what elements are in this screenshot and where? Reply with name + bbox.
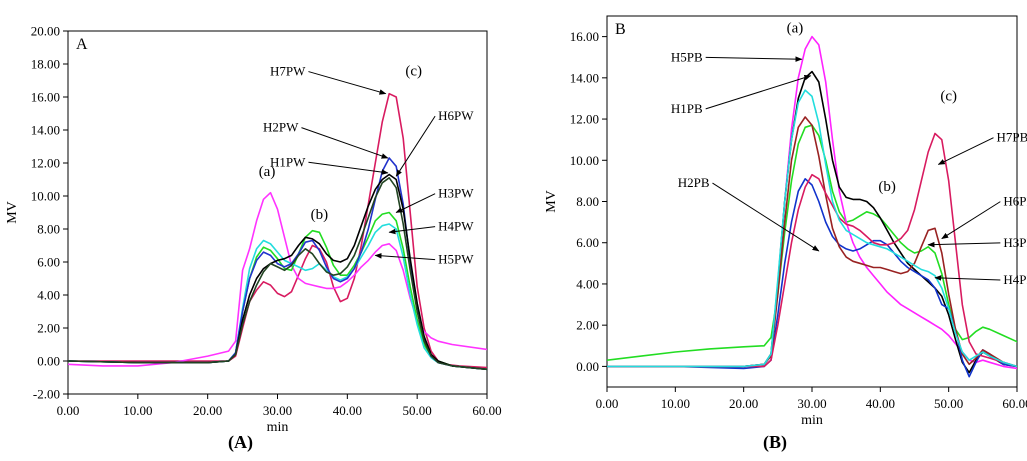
annotation-arrow [941,201,1001,240]
y-tick-label: 10.00 [570,153,599,168]
y-tick-label: 18.00 [31,57,60,72]
x-tick-label: 10.00 [123,403,152,418]
series-line-h7pw [68,92,487,369]
y-tick-label: 2.00 [37,321,60,336]
peak-label-c: (c) [940,89,957,105]
y-tick-label: 2.00 [576,318,599,333]
annotation-arrow [388,226,436,235]
x-axis-label: min [801,413,823,428]
x-tick-label: 40.00 [333,403,362,418]
x-tick-label: 10.00 [661,396,690,411]
x-tick-label: 20.00 [193,403,222,418]
y-axis-label: MV [5,201,20,224]
y-tick-label: 6.00 [37,255,60,270]
panel-label: B [615,21,626,38]
x-tick-label: 20.00 [729,396,758,411]
x-tick-label: 60.00 [472,403,501,418]
series-line-h4pw [68,223,487,371]
y-tick-label: 16.00 [570,29,599,44]
x-tick-label: 0.00 [596,396,619,411]
annotation-h6pw: H6PW [438,108,474,123]
y-tick-label: 10.00 [31,189,60,204]
series-line-h2pb [607,178,1017,378]
y-axis-label: MV [544,190,559,213]
y-tick-label: 16.00 [31,90,60,105]
caption-a: (A) [228,432,253,452]
annotation-h7pb: H7PB [997,130,1027,145]
y-tick-label: 14.00 [31,123,60,138]
x-tick-label: 30.00 [263,403,292,418]
annotation-arrow [308,161,389,175]
y-tick-label: 12.00 [31,156,60,171]
peak-label-b: (b) [311,207,329,223]
series-line-h7pb [607,132,1017,368]
x-tick-label: 40.00 [866,396,895,411]
annotation-h2pb: H2PB [678,175,710,190]
x-tick-label: 60.00 [1002,396,1027,411]
y-tick-label: 4.00 [576,276,599,291]
y-tick-label: 14.00 [570,70,599,85]
annotation-h3pw: H3PW [438,186,474,201]
x-axis-label: min [267,420,289,435]
annotation-arrow [395,193,436,213]
y-tick-label: 4.00 [37,288,60,303]
annotation-arrow [308,71,387,95]
panel-label: A [76,36,88,53]
annotation-arrow [712,182,820,252]
peak-label-c: (c) [405,64,422,80]
x-tick-label: 30.00 [797,396,826,411]
y-tick-label: 0.00 [576,359,599,374]
series-line-h5pw [68,191,487,367]
annotation-arrow [927,241,1001,248]
annotation-h4pw: H4PW [438,219,474,234]
series-line-h4pb [607,89,1017,368]
annotation-h7pw: H7PW [270,64,306,79]
series-line-h6pw [68,177,487,371]
y-tick-label: -2.00 [33,387,60,402]
y-tick-label: 6.00 [576,235,599,250]
y-tick-label: 8.00 [37,222,60,237]
y-tick-label: 0.00 [37,354,60,369]
peak-label-a: (a) [787,20,804,36]
chart-panel-b: 0.00 10.00 20.00 30.00 40.00 50.00 60.00 0.00 2.… [544,15,1027,428]
annotation-h3pb: H3PB [1003,235,1027,250]
series-line-h1pw [68,173,487,371]
caption-b: (B) [763,432,787,452]
annotation-h5pb: H5PB [671,49,703,64]
peak-label-b: (b) [878,179,896,195]
annotation-h5pw: H5PW [438,252,474,267]
annotation-arrow [395,115,436,177]
annotation-h1pb: H1PB [671,101,703,116]
y-tick-label: 20.00 [31,24,60,39]
annotation-h4pb: H4PB [1003,272,1027,287]
annotation-arrow [934,275,1001,281]
y-tick-label: 8.00 [576,194,599,209]
x-tick-label: 0.00 [57,403,80,418]
annotation-h6pb: H6PB [1003,194,1027,209]
peak-label-a: (a) [259,164,276,180]
annotation-h2pw: H2PW [263,120,299,135]
series-line-h5pb [607,35,1017,370]
annotation-arrow [705,74,812,110]
annotation-arrow [937,137,994,165]
annotation-h1pw: H1PW [270,154,306,169]
annotation-arrow [705,56,803,62]
annotation-arrow [374,253,436,261]
series-group [607,35,1017,378]
series-group [68,92,487,371]
annotation-arrow [301,127,389,159]
x-tick-label: 50.00 [934,396,963,411]
chart-panel-a: 0.00 10.00 20.00 30.00 40.00 50.00 60.00-2.000… [5,24,502,436]
x-tick-label: 50.00 [403,403,432,418]
y-tick-label: 12.00 [570,112,599,127]
